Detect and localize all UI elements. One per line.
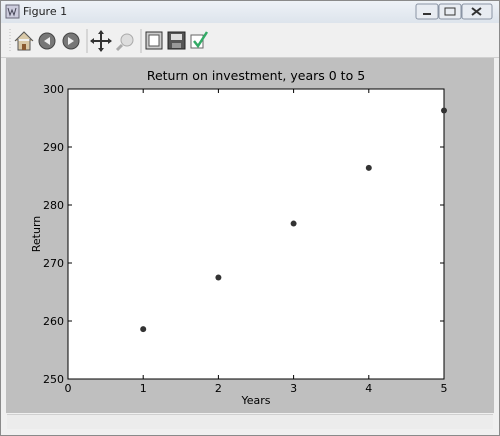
- x-tick-label: 5: [441, 382, 448, 395]
- y-axis-label: Return: [30, 216, 43, 253]
- zoom-button[interactable]: [115, 33, 134, 52]
- chart-title: Return on investment, years 0 to 5: [147, 68, 365, 83]
- x-tick-label: 0: [65, 382, 72, 395]
- y-tick-label: 300: [43, 83, 64, 96]
- data-point: [290, 220, 297, 227]
- title-bar: Figure 1: [1, 1, 499, 23]
- maximize-button[interactable]: [438, 3, 462, 20]
- pan-button[interactable]: [90, 30, 112, 52]
- y-tick-label: 260: [43, 315, 64, 328]
- y-tick-label: 280: [43, 199, 64, 212]
- data-point: [140, 326, 147, 333]
- window-controls: [415, 3, 493, 20]
- subplots-button[interactable]: [145, 31, 163, 50]
- save-button[interactable]: [167, 31, 186, 50]
- back-button[interactable]: [38, 32, 56, 50]
- toolbar-icons: [9, 29, 209, 53]
- edit-button[interactable]: [190, 31, 209, 49]
- x-tick-label: 2: [215, 382, 222, 395]
- data-point: [215, 274, 222, 281]
- minimize-button[interactable]: [415, 3, 439, 20]
- figure: Return on investment, years 0 to 5 Years…: [6, 58, 494, 413]
- plot-area: [67, 88, 445, 380]
- toolbar: [1, 25, 499, 58]
- status-bar: [7, 414, 493, 429]
- y-tick-label: 290: [43, 141, 64, 154]
- app-icon: [5, 4, 20, 19]
- x-axis-label: Years: [240, 394, 270, 407]
- forward-button[interactable]: [62, 32, 80, 50]
- x-tick-label: 4: [365, 382, 372, 395]
- y-tick-label: 270: [43, 257, 64, 270]
- data-point: [441, 107, 447, 114]
- y-tick-label: 250: [43, 373, 64, 386]
- data-point: [365, 164, 372, 171]
- window-title: Figure 1: [23, 5, 68, 18]
- home-button[interactable]: [14, 31, 34, 51]
- x-tick-label: 1: [140, 382, 147, 395]
- x-tick-label: 3: [290, 382, 297, 395]
